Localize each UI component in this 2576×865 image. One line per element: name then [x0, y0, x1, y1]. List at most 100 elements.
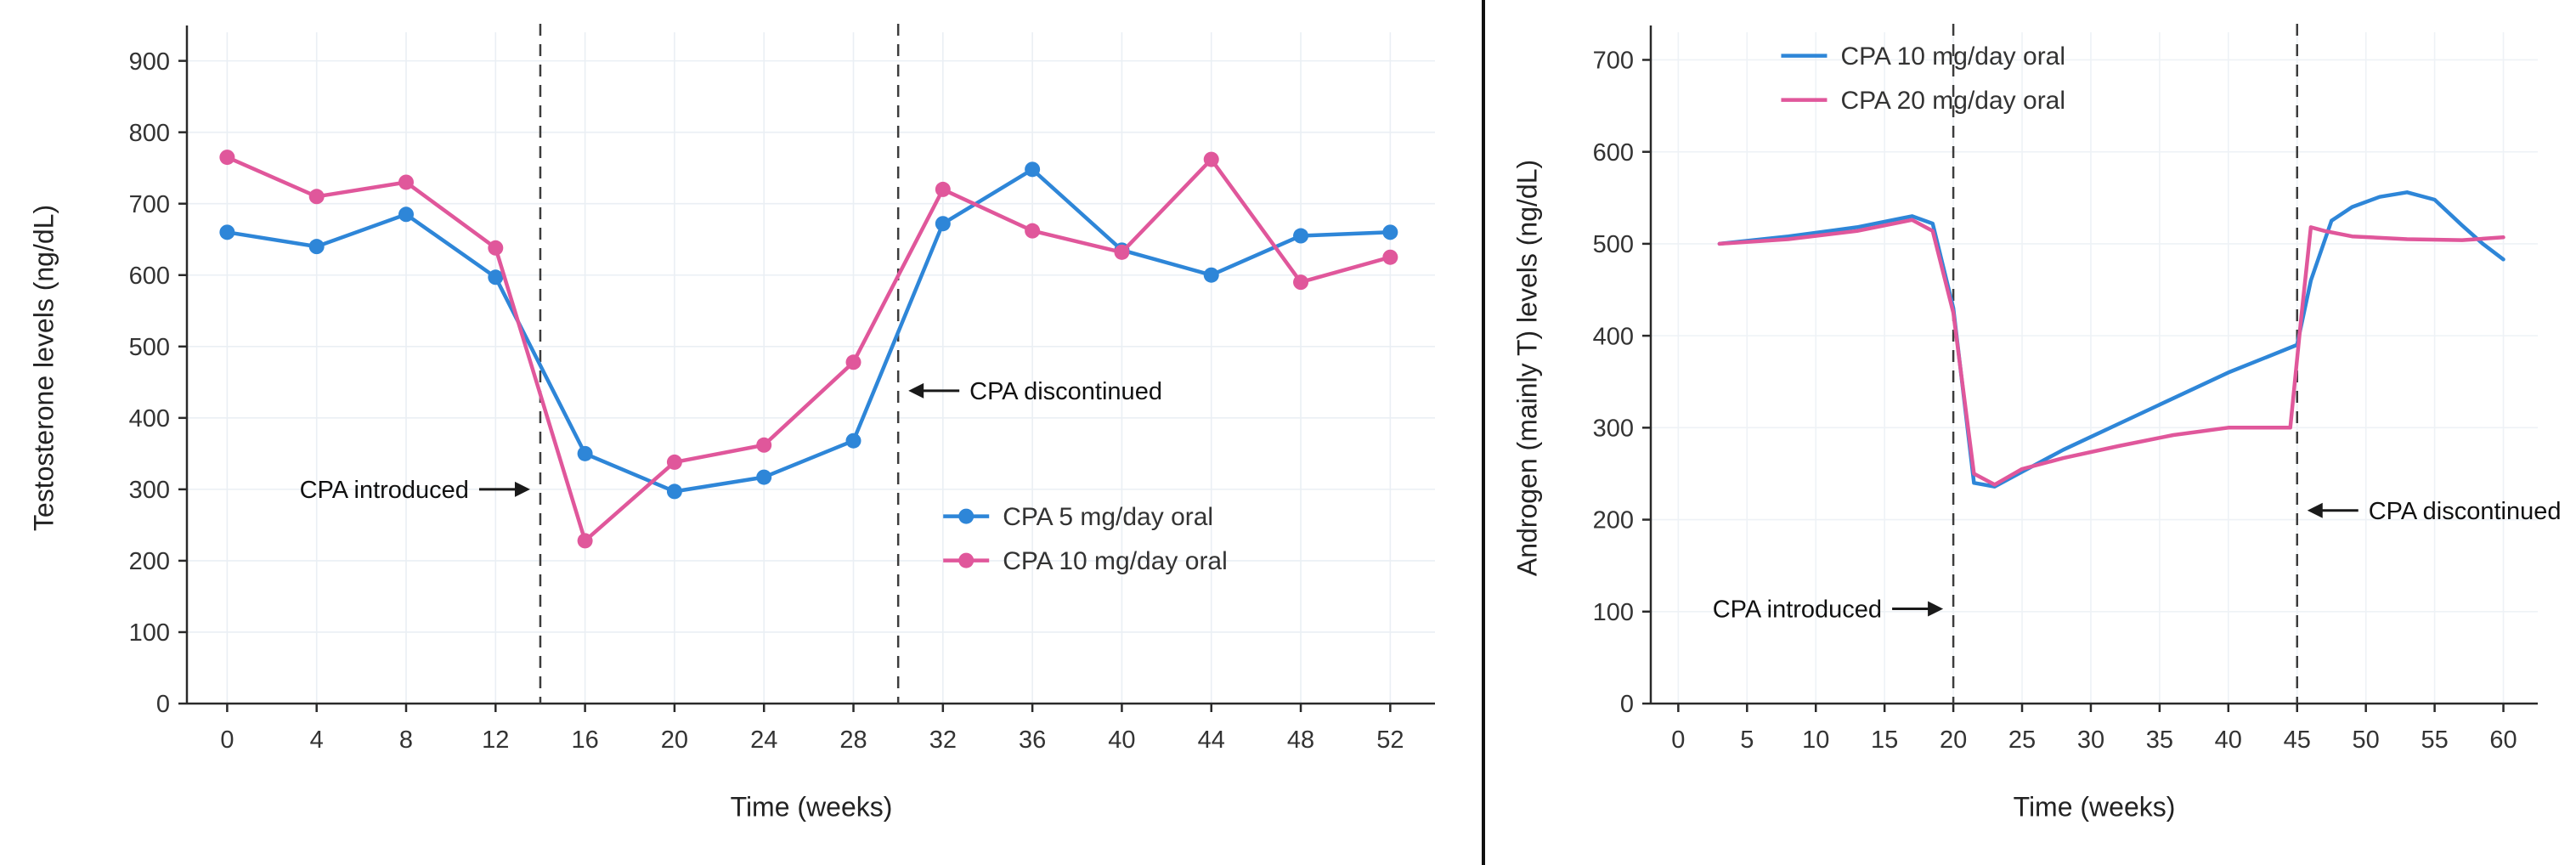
x-tick-label: 5 — [1740, 726, 1754, 754]
series-marker — [308, 239, 325, 255]
annotation: CPA discontinued — [2307, 498, 2562, 525]
arrow-head — [908, 382, 924, 399]
y-tick-label: 0 — [1620, 691, 1634, 718]
series-line-0 — [225, 167, 1393, 494]
x-tick-label: 25 — [2008, 726, 2036, 754]
x-tick-label: 28 — [839, 726, 867, 754]
legend-label: CPA 10 mg/day oral — [1003, 547, 1228, 575]
x-tick-label: 50 — [2353, 726, 2380, 754]
series-line-0 — [1717, 190, 2505, 489]
legend-marker — [958, 552, 974, 568]
series-marker — [219, 150, 235, 166]
series-marker — [845, 354, 861, 370]
y-tick-label: 100 — [129, 619, 170, 647]
y-tick-label: 200 — [129, 548, 170, 575]
x-tick-label: 16 — [571, 726, 598, 754]
y-tick-label: 400 — [1593, 323, 1634, 350]
y-tick-label: 700 — [129, 191, 170, 218]
y-tick-label: 100 — [1593, 599, 1634, 626]
y-tick-label: 300 — [129, 477, 170, 504]
x-axis-title: Time (weeks) — [730, 791, 893, 823]
x-tick-label: 0 — [1671, 726, 1685, 754]
series-marker — [845, 432, 861, 449]
series-marker — [488, 269, 504, 286]
y-tick-label: 900 — [129, 48, 170, 76]
series-marker — [1203, 267, 1219, 283]
annotation-text: CPA introduced — [300, 477, 469, 504]
y-axis-title: Testosterone levels (ng/dL) — [28, 204, 59, 532]
series-marker — [577, 445, 593, 461]
x-tick-label: 20 — [1940, 726, 1967, 754]
x-tick-label: 60 — [2489, 726, 2517, 754]
y-tick-label: 700 — [1593, 48, 1634, 75]
y-tick-label: 400 — [129, 405, 170, 432]
series-marker — [577, 533, 593, 549]
series-marker — [308, 189, 325, 205]
series-marker — [666, 483, 682, 500]
series-marker — [1293, 228, 1309, 244]
x-axis-title: Time (weeks) — [2013, 791, 2176, 823]
grid — [1651, 32, 2538, 704]
series-marker — [1293, 274, 1309, 291]
annotation-text: CPA discontinued — [969, 378, 1162, 405]
y-axis-title: Androgen (mainly T) levels (ng/dL) — [1511, 159, 1543, 577]
x-tick-label: 45 — [2284, 726, 2311, 754]
androgen-chart: 0 5 10 15 20 25 30 35 40 45 50 55 600100200300400500… — [1593, 24, 2562, 754]
annotation: CPA introduced — [1713, 596, 1944, 624]
x-tick-label: 52 — [1376, 726, 1404, 754]
x-tick-label: 15 — [1871, 726, 1898, 754]
x-tick-label: 44 — [1198, 726, 1225, 754]
y-tick-label: 0 — [156, 691, 170, 718]
legend-label: CPA 20 mg/day oral — [1840, 87, 2065, 115]
series-marker — [1114, 244, 1130, 260]
x-tick-label: 40 — [1108, 726, 1135, 754]
annotation-text: CPA discontinued — [2369, 498, 2562, 525]
y-tick-label: 500 — [129, 334, 170, 361]
x-tick-label: 12 — [482, 726, 509, 754]
legend-marker — [958, 508, 974, 524]
annotation: CPA discontinued — [908, 378, 1162, 405]
y-tick-label: 600 — [1593, 139, 1634, 167]
grid — [187, 32, 1435, 704]
x-tick-label: 30 — [2077, 726, 2104, 754]
series-marker — [1025, 223, 1041, 239]
x-tick-label: 35 — [2146, 726, 2173, 754]
y-tick-label: 500 — [1593, 231, 1634, 258]
x-tick-label: 36 — [1019, 726, 1046, 754]
x-tick-label: 0 — [220, 726, 234, 754]
x-tick-label: 48 — [1287, 726, 1314, 754]
series-marker — [219, 224, 235, 240]
series-marker — [756, 469, 772, 485]
x-tick-label: 10 — [1802, 726, 1829, 754]
x-tick-label: 24 — [750, 726, 777, 754]
x-tick-label: 20 — [661, 726, 688, 754]
series-marker — [1382, 224, 1398, 240]
x-tick-label: 32 — [929, 726, 957, 754]
legend: CPA 5 mg/day oral CPA 10 mg/day oral — [943, 503, 1228, 575]
arrow-head — [2307, 502, 2323, 518]
series-marker — [666, 454, 682, 470]
series-line-1 — [225, 155, 1393, 543]
series-marker — [1025, 161, 1041, 178]
series-line-1 — [1717, 218, 2505, 487]
arrow-head — [514, 481, 530, 497]
series-marker — [1203, 151, 1219, 167]
legend-label: CPA 10 mg/day oral — [1840, 42, 2065, 71]
panel-divider — [1482, 0, 1485, 865]
series-marker — [398, 174, 414, 190]
y-tick-label: 300 — [1593, 415, 1634, 442]
arrow-head — [1928, 601, 1944, 617]
x-tick-label: 8 — [399, 726, 413, 754]
x-tick-label: 55 — [2421, 726, 2448, 754]
series-marker — [756, 437, 772, 453]
series-marker — [935, 181, 951, 197]
androgen-chart-panel: 0 5 10 15 20 25 30 35 40 45 50 55 60 0 100 200 300 400 500… — [1485, 0, 2576, 865]
legend: CPA 10 mg/day oral CPA 20 mg/day oral — [1781, 42, 2065, 115]
legend-label: CPA 5 mg/day oral — [1003, 503, 1213, 531]
x-tick-label: 4 — [310, 726, 324, 754]
y-tick-label: 600 — [129, 263, 170, 290]
testosterone-chart: 0 4 8 12 16 20 24 28 32 36 40 44 48 52010020030040050… — [129, 24, 1435, 754]
y-tick-label: 800 — [129, 120, 170, 147]
annotation-text: CPA introduced — [1713, 596, 1882, 624]
